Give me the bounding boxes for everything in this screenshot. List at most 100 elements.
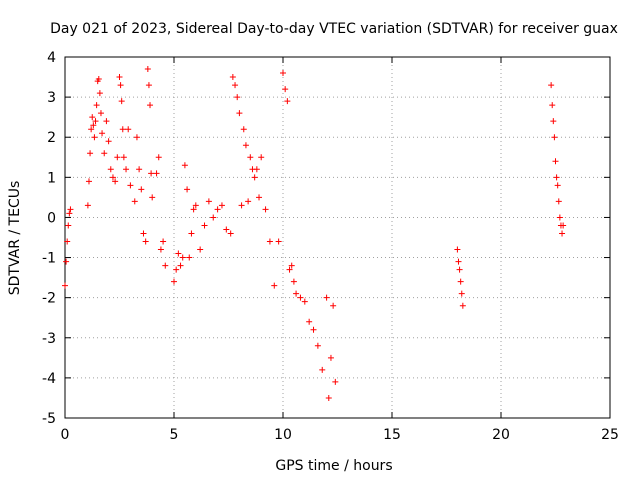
data-point	[65, 222, 72, 229]
data-point	[550, 118, 557, 125]
data-point	[84, 202, 91, 209]
data-point	[142, 238, 149, 245]
data-point	[227, 230, 234, 237]
axes: 0 5 10 15 20 25 -5 -4 -3 -2 -1 0 1 2 3 4	[42, 50, 619, 443]
data-point	[147, 102, 154, 109]
data-point	[123, 166, 130, 173]
data-point	[327, 354, 334, 361]
data-point	[96, 90, 103, 97]
data-point	[218, 202, 225, 209]
data-point	[240, 126, 247, 133]
data-point	[234, 94, 241, 101]
data-point	[173, 266, 180, 273]
data-point	[229, 74, 236, 81]
x-tick-label: 20	[492, 427, 510, 443]
y-tick-label: -3	[42, 331, 56, 347]
y-tick-label: -1	[42, 251, 56, 267]
y-tick-label: 4	[47, 50, 56, 66]
data-point	[548, 82, 555, 89]
chart-title: Day 021 of 2023, Sidereal Day-to-day VTE…	[50, 21, 618, 37]
data-point	[325, 394, 332, 401]
y-tick-label: -5	[42, 411, 56, 427]
data-point	[138, 186, 145, 193]
data-point	[553, 174, 560, 181]
data-point	[97, 110, 104, 117]
x-tick-label: 10	[274, 427, 292, 443]
data-point	[64, 238, 71, 245]
data-point	[251, 174, 258, 181]
data-point	[280, 70, 286, 77]
data-point	[210, 214, 217, 221]
data-point	[266, 238, 273, 245]
data-point	[92, 118, 99, 125]
data-point	[556, 214, 563, 221]
data-point	[120, 154, 127, 161]
plot-frame	[64, 56, 611, 419]
data-point	[197, 246, 204, 253]
data-point	[155, 154, 162, 161]
x-axis-label: GPS time / hours	[275, 458, 392, 474]
data-point	[457, 278, 464, 285]
data-point	[549, 102, 556, 109]
data-point	[101, 150, 108, 157]
data-point	[133, 134, 140, 141]
data-point	[223, 226, 230, 233]
data-point	[162, 262, 169, 269]
data-point	[559, 230, 566, 237]
data-point	[552, 158, 559, 165]
grid	[65, 57, 610, 418]
data-point	[256, 194, 263, 201]
data-point	[456, 266, 463, 273]
y-tick-label: 0	[47, 210, 56, 226]
data-point	[148, 170, 155, 177]
y-tick-label: 1	[47, 170, 56, 186]
data-point	[91, 134, 98, 141]
data-point	[175, 250, 182, 257]
data-point	[145, 82, 152, 89]
data-point	[116, 74, 123, 81]
data-point	[293, 290, 300, 297]
data-point	[258, 154, 265, 161]
data-point	[140, 230, 147, 237]
data-point	[232, 82, 239, 89]
data-point	[455, 258, 462, 265]
y-tick-label: 2	[47, 130, 56, 146]
data-point	[85, 178, 92, 185]
data-point	[214, 206, 221, 213]
data-point	[323, 294, 330, 301]
data-point	[271, 282, 278, 289]
data-point	[67, 206, 74, 213]
data-point	[119, 126, 126, 133]
data-point	[153, 170, 160, 177]
x-tick-label: 5	[170, 427, 179, 443]
y-tick-label: 3	[47, 90, 56, 106]
data-point	[458, 290, 465, 297]
data-point	[93, 102, 100, 109]
data-point	[149, 194, 156, 201]
data-point	[88, 126, 95, 133]
data-point	[454, 246, 461, 253]
data-point	[131, 198, 138, 205]
data-point	[107, 166, 114, 173]
data-point	[330, 302, 337, 309]
y-tick-label: -4	[42, 371, 56, 387]
data-point	[186, 254, 193, 261]
data-point	[105, 138, 112, 145]
data-point	[157, 246, 164, 253]
data-point	[554, 182, 561, 189]
data-point	[555, 198, 562, 205]
data-point	[181, 162, 188, 169]
data-point	[201, 222, 208, 229]
y-axis-label: SDTVAR / TECUs	[7, 181, 23, 296]
data-point	[190, 206, 197, 213]
data-point	[63, 258, 70, 265]
data-point	[160, 238, 167, 245]
data-point	[184, 186, 191, 193]
data-point	[306, 318, 313, 325]
data-point	[284, 98, 291, 105]
data-point	[310, 326, 317, 333]
data-point	[192, 202, 199, 209]
data-point	[112, 178, 119, 185]
data-point	[262, 206, 269, 213]
